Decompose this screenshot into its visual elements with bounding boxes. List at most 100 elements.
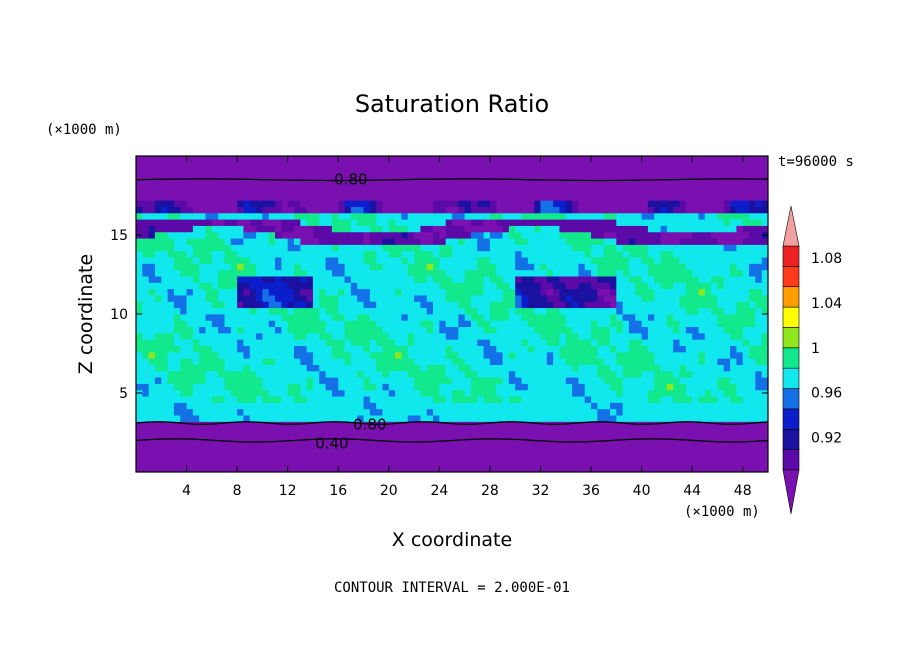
heatmap-cell: [711, 389, 718, 397]
heatmap-cell: [243, 383, 251, 391]
heatmap-cell: [641, 370, 649, 378]
heatmap-cell: [761, 219, 769, 226]
heatmap-cell: [256, 345, 263, 353]
heatmap-cell: [723, 383, 731, 391]
heatmap-cell: [711, 364, 718, 372]
heatmap-cell: [230, 465, 238, 473]
heatmap-cell: [711, 345, 718, 353]
heatmap-cell: [205, 465, 213, 473]
heatmap-cell: [186, 345, 194, 353]
heatmap-cell: [300, 453, 308, 460]
heatmap-cell: [211, 187, 219, 195]
heatmap-cell: [711, 231, 718, 239]
heatmap-cell: [395, 320, 402, 328]
heatmap-cell: [186, 250, 194, 258]
heatmap-cell: [199, 465, 206, 473]
heatmap-cell: [483, 181, 491, 188]
heatmap-cell: [218, 212, 225, 220]
heatmap-cell: [458, 396, 466, 403]
heatmap-cell: [540, 459, 548, 467]
heatmap-cell: [742, 168, 750, 176]
heatmap-cell: [508, 459, 516, 467]
heatmap-cell: [591, 377, 598, 384]
heatmap-cell: [268, 402, 276, 410]
heatmap-cell: [464, 212, 472, 220]
heatmap-cell: [540, 396, 548, 403]
heatmap-cell: [654, 276, 661, 283]
heatmap-cell: [565, 263, 573, 271]
heatmap-cell: [749, 244, 756, 252]
heatmap-cell: [584, 200, 592, 207]
heatmap-cell: [199, 339, 206, 346]
heatmap-cell: [489, 465, 497, 473]
heatmap-cell: [540, 326, 548, 334]
heatmap-cell: [578, 301, 586, 309]
heatmap-cell: [502, 377, 510, 384]
heatmap-cell: [534, 465, 541, 473]
heatmap-cell: [635, 181, 642, 188]
heatmap-cell: [237, 231, 244, 239]
heatmap-cell: [610, 212, 617, 220]
heatmap-cell: [433, 282, 440, 290]
heatmap-cell: [262, 440, 270, 448]
heatmap-cell: [237, 364, 244, 372]
heatmap-cell: [186, 244, 194, 252]
heatmap-cell: [268, 320, 276, 328]
heatmap-cell: [616, 339, 624, 346]
heatmap-cell: [559, 257, 567, 264]
heatmap-cell: [711, 383, 718, 391]
heatmap-cell: [521, 156, 529, 163]
heatmap-cell: [230, 276, 238, 283]
heatmap-cell: [711, 440, 718, 448]
heatmap-cell: [527, 162, 535, 170]
heatmap-cell: [578, 168, 586, 176]
heatmap-cell: [142, 263, 150, 271]
heatmap-cell: [578, 181, 586, 188]
heatmap-cell: [199, 269, 206, 277]
heatmap-cell: [136, 250, 143, 258]
heatmap-cell: [439, 415, 447, 422]
heatmap-cell: [685, 187, 693, 195]
heatmap-cell: [521, 358, 529, 365]
heatmap-cell: [483, 320, 491, 328]
heatmap-cell: [717, 383, 725, 391]
heatmap-cell: [319, 427, 326, 435]
heatmap-cell: [755, 383, 763, 391]
heatmap-cell: [749, 206, 756, 214]
heatmap-cell: [363, 193, 371, 201]
heatmap-cell: [433, 295, 440, 302]
heatmap-cell: [363, 187, 371, 195]
heatmap-cell: [388, 421, 396, 429]
heatmap-cell: [401, 402, 409, 410]
heatmap-cell: [167, 238, 175, 245]
heatmap-cell: [136, 276, 143, 283]
heatmap-cell: [388, 351, 396, 359]
heatmap-cell: [357, 238, 364, 245]
heatmap-cell: [230, 301, 238, 309]
heatmap-cell: [730, 440, 737, 448]
heatmap-cell: [578, 200, 586, 207]
heatmap-cell: [294, 358, 301, 365]
heatmap-cell: [692, 181, 699, 188]
heatmap-cell: [382, 383, 390, 391]
heatmap-cell: [136, 345, 143, 353]
heatmap-cell: [470, 187, 478, 195]
heatmap-cell: [502, 364, 510, 372]
heatmap-cell: [628, 276, 636, 283]
heatmap-cell: [527, 288, 535, 296]
heatmap-cell: [464, 187, 472, 195]
heatmap-cell: [199, 440, 206, 448]
heatmap-cell: [249, 408, 257, 416]
heatmap-cell: [546, 156, 554, 163]
heatmap-cell: [578, 383, 586, 391]
heatmap-cell: [755, 446, 763, 454]
heatmap-cell: [376, 200, 383, 207]
heatmap-cell: [167, 193, 175, 201]
heatmap-cell: [559, 314, 567, 321]
heatmap-cell: [685, 212, 693, 220]
heatmap-cell: [369, 314, 377, 321]
heatmap-cell: [654, 231, 661, 239]
heatmap-cell: [591, 320, 598, 328]
heatmap-cell: [610, 200, 617, 207]
heatmap-cell: [312, 434, 320, 441]
